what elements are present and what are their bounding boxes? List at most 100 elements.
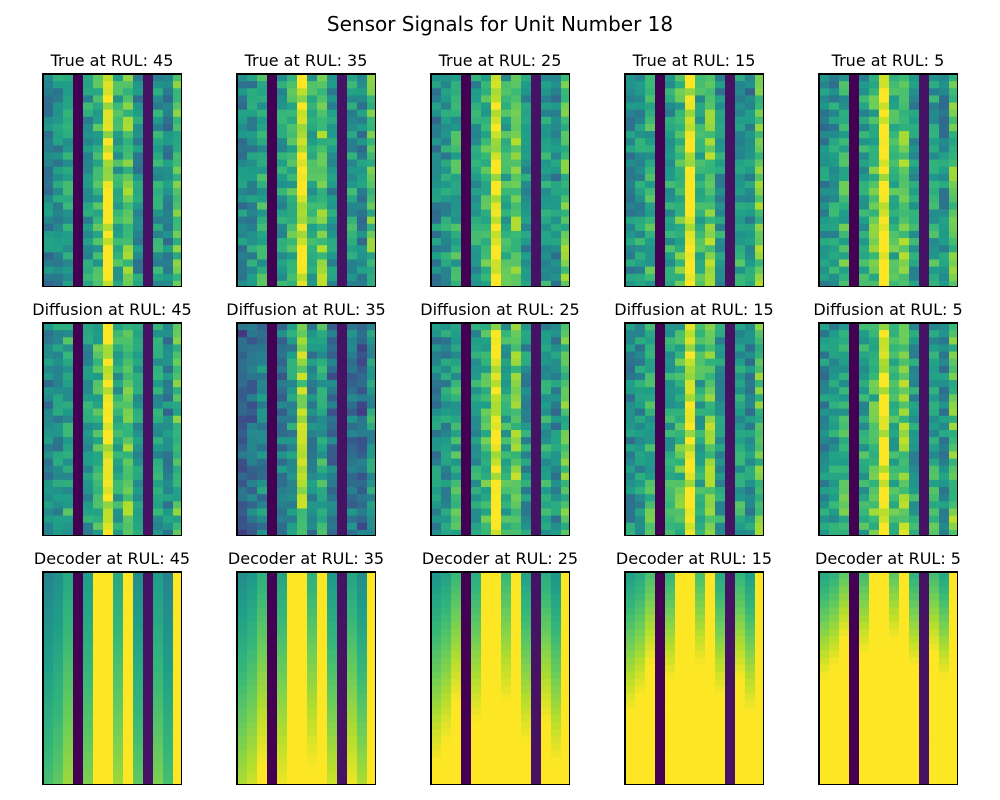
heatmap-cell xyxy=(899,216,910,225)
heatmap-cell xyxy=(103,764,114,773)
heatmap-cell xyxy=(113,700,124,709)
heatmap-cell xyxy=(829,109,840,118)
heatmap-cell xyxy=(715,365,726,374)
heatmap-cell xyxy=(531,209,542,218)
heatmap-cell xyxy=(839,81,850,89)
heatmap-cell xyxy=(919,472,930,481)
heatmap-cell xyxy=(357,636,368,644)
heatmap-cell xyxy=(277,152,288,161)
heatmap-cell xyxy=(163,95,174,104)
heatmap-cell xyxy=(829,116,840,125)
heatmap-cell xyxy=(531,266,542,275)
heatmap-cell xyxy=(705,372,716,381)
heatmap-cell xyxy=(481,394,492,402)
heatmap-cell xyxy=(113,714,124,723)
heatmap-cell xyxy=(63,621,74,630)
heatmap-cell xyxy=(83,138,94,146)
heatmap-cell xyxy=(705,74,716,82)
heatmap-cell xyxy=(103,629,114,637)
heatmap-cell xyxy=(367,600,375,609)
heatmap-cell xyxy=(511,273,522,282)
heatmap-cell xyxy=(491,252,502,260)
heatmap-cell xyxy=(531,245,542,253)
heatmap-cell xyxy=(143,586,154,594)
heatmap-cell xyxy=(949,465,957,474)
heatmap-cell xyxy=(471,280,482,286)
heatmap-cell xyxy=(715,173,726,182)
heatmap-cell xyxy=(451,81,462,89)
heatmap-cell xyxy=(561,444,569,452)
heatmap-cell xyxy=(237,173,248,182)
heatmap-cell xyxy=(531,408,542,417)
heatmap-cell xyxy=(849,230,860,239)
heatmap-cell xyxy=(73,216,84,225)
heatmap-cell xyxy=(357,607,368,616)
heatmap-cell xyxy=(73,679,84,687)
heatmap-cell xyxy=(511,472,522,481)
heatmap-cell xyxy=(327,330,338,338)
heatmap-cell xyxy=(143,344,154,353)
heatmap-cell xyxy=(367,223,375,232)
heatmap-cell xyxy=(163,351,174,360)
heatmap-cell xyxy=(237,123,248,132)
heatmap-cell xyxy=(247,365,258,374)
heatmap-cell xyxy=(307,487,318,495)
heatmap-cell xyxy=(899,109,910,118)
heatmap-cell xyxy=(521,337,532,345)
heatmap-cell xyxy=(879,95,890,104)
heatmap-cell xyxy=(317,650,328,659)
heatmap-cell xyxy=(277,686,288,694)
heatmap-cell xyxy=(705,159,716,168)
heatmap-cell xyxy=(879,365,890,374)
heatmap-cell xyxy=(839,173,850,182)
heatmap-cell xyxy=(113,671,124,680)
heatmap-cell xyxy=(357,643,368,651)
heatmap-cell xyxy=(899,430,910,438)
heatmap-cell xyxy=(123,223,134,232)
heatmap-cell xyxy=(123,166,134,175)
heatmap-cell xyxy=(133,572,144,580)
heatmap-cell xyxy=(461,116,472,125)
heatmap-cell xyxy=(839,88,850,96)
heatmap-cell xyxy=(317,337,328,345)
heatmap-cell xyxy=(819,430,830,438)
heatmap-cell xyxy=(491,487,502,495)
heatmap-cell xyxy=(237,671,248,680)
heatmap-cell xyxy=(173,116,181,125)
heatmap-cell xyxy=(247,181,258,189)
heatmap-cell xyxy=(133,479,144,488)
heatmap-cell xyxy=(173,743,181,751)
heatmap-cell xyxy=(909,437,920,445)
heatmap-cell xyxy=(685,109,696,118)
heatmap-cell xyxy=(655,351,666,360)
heatmap-cell xyxy=(53,252,64,260)
heatmap-cell xyxy=(173,387,181,395)
heatmap-cell xyxy=(317,380,328,388)
heatmap-cell xyxy=(143,280,154,286)
heatmap-cell xyxy=(83,743,94,751)
heatmap-cell xyxy=(735,522,746,531)
heatmap-cell xyxy=(73,643,84,651)
heatmap-cell xyxy=(561,173,569,182)
heatmap-cell xyxy=(43,437,54,445)
heatmap-cell xyxy=(879,515,890,524)
heatmap-cell xyxy=(347,693,358,701)
heatmap-cell xyxy=(685,323,696,331)
heatmap-cell xyxy=(501,202,512,211)
heatmap-cell xyxy=(829,515,840,524)
heatmap-cell xyxy=(83,700,94,709)
heatmap-cell xyxy=(839,102,850,111)
heatmap-cell xyxy=(645,81,656,89)
heatmap-cell xyxy=(43,422,54,431)
heatmap-cell xyxy=(949,494,957,502)
heatmap-cell xyxy=(93,643,104,651)
heatmap-cell xyxy=(173,508,181,517)
heatmap-cell xyxy=(511,145,522,153)
heatmap-cell xyxy=(839,138,850,146)
heatmap-cell xyxy=(655,159,666,168)
heatmap-cell xyxy=(247,430,258,438)
heatmap-cell xyxy=(337,365,348,374)
heatmap-cell xyxy=(715,522,726,531)
heatmap-cell xyxy=(561,145,569,153)
heatmap-cell xyxy=(889,465,900,474)
